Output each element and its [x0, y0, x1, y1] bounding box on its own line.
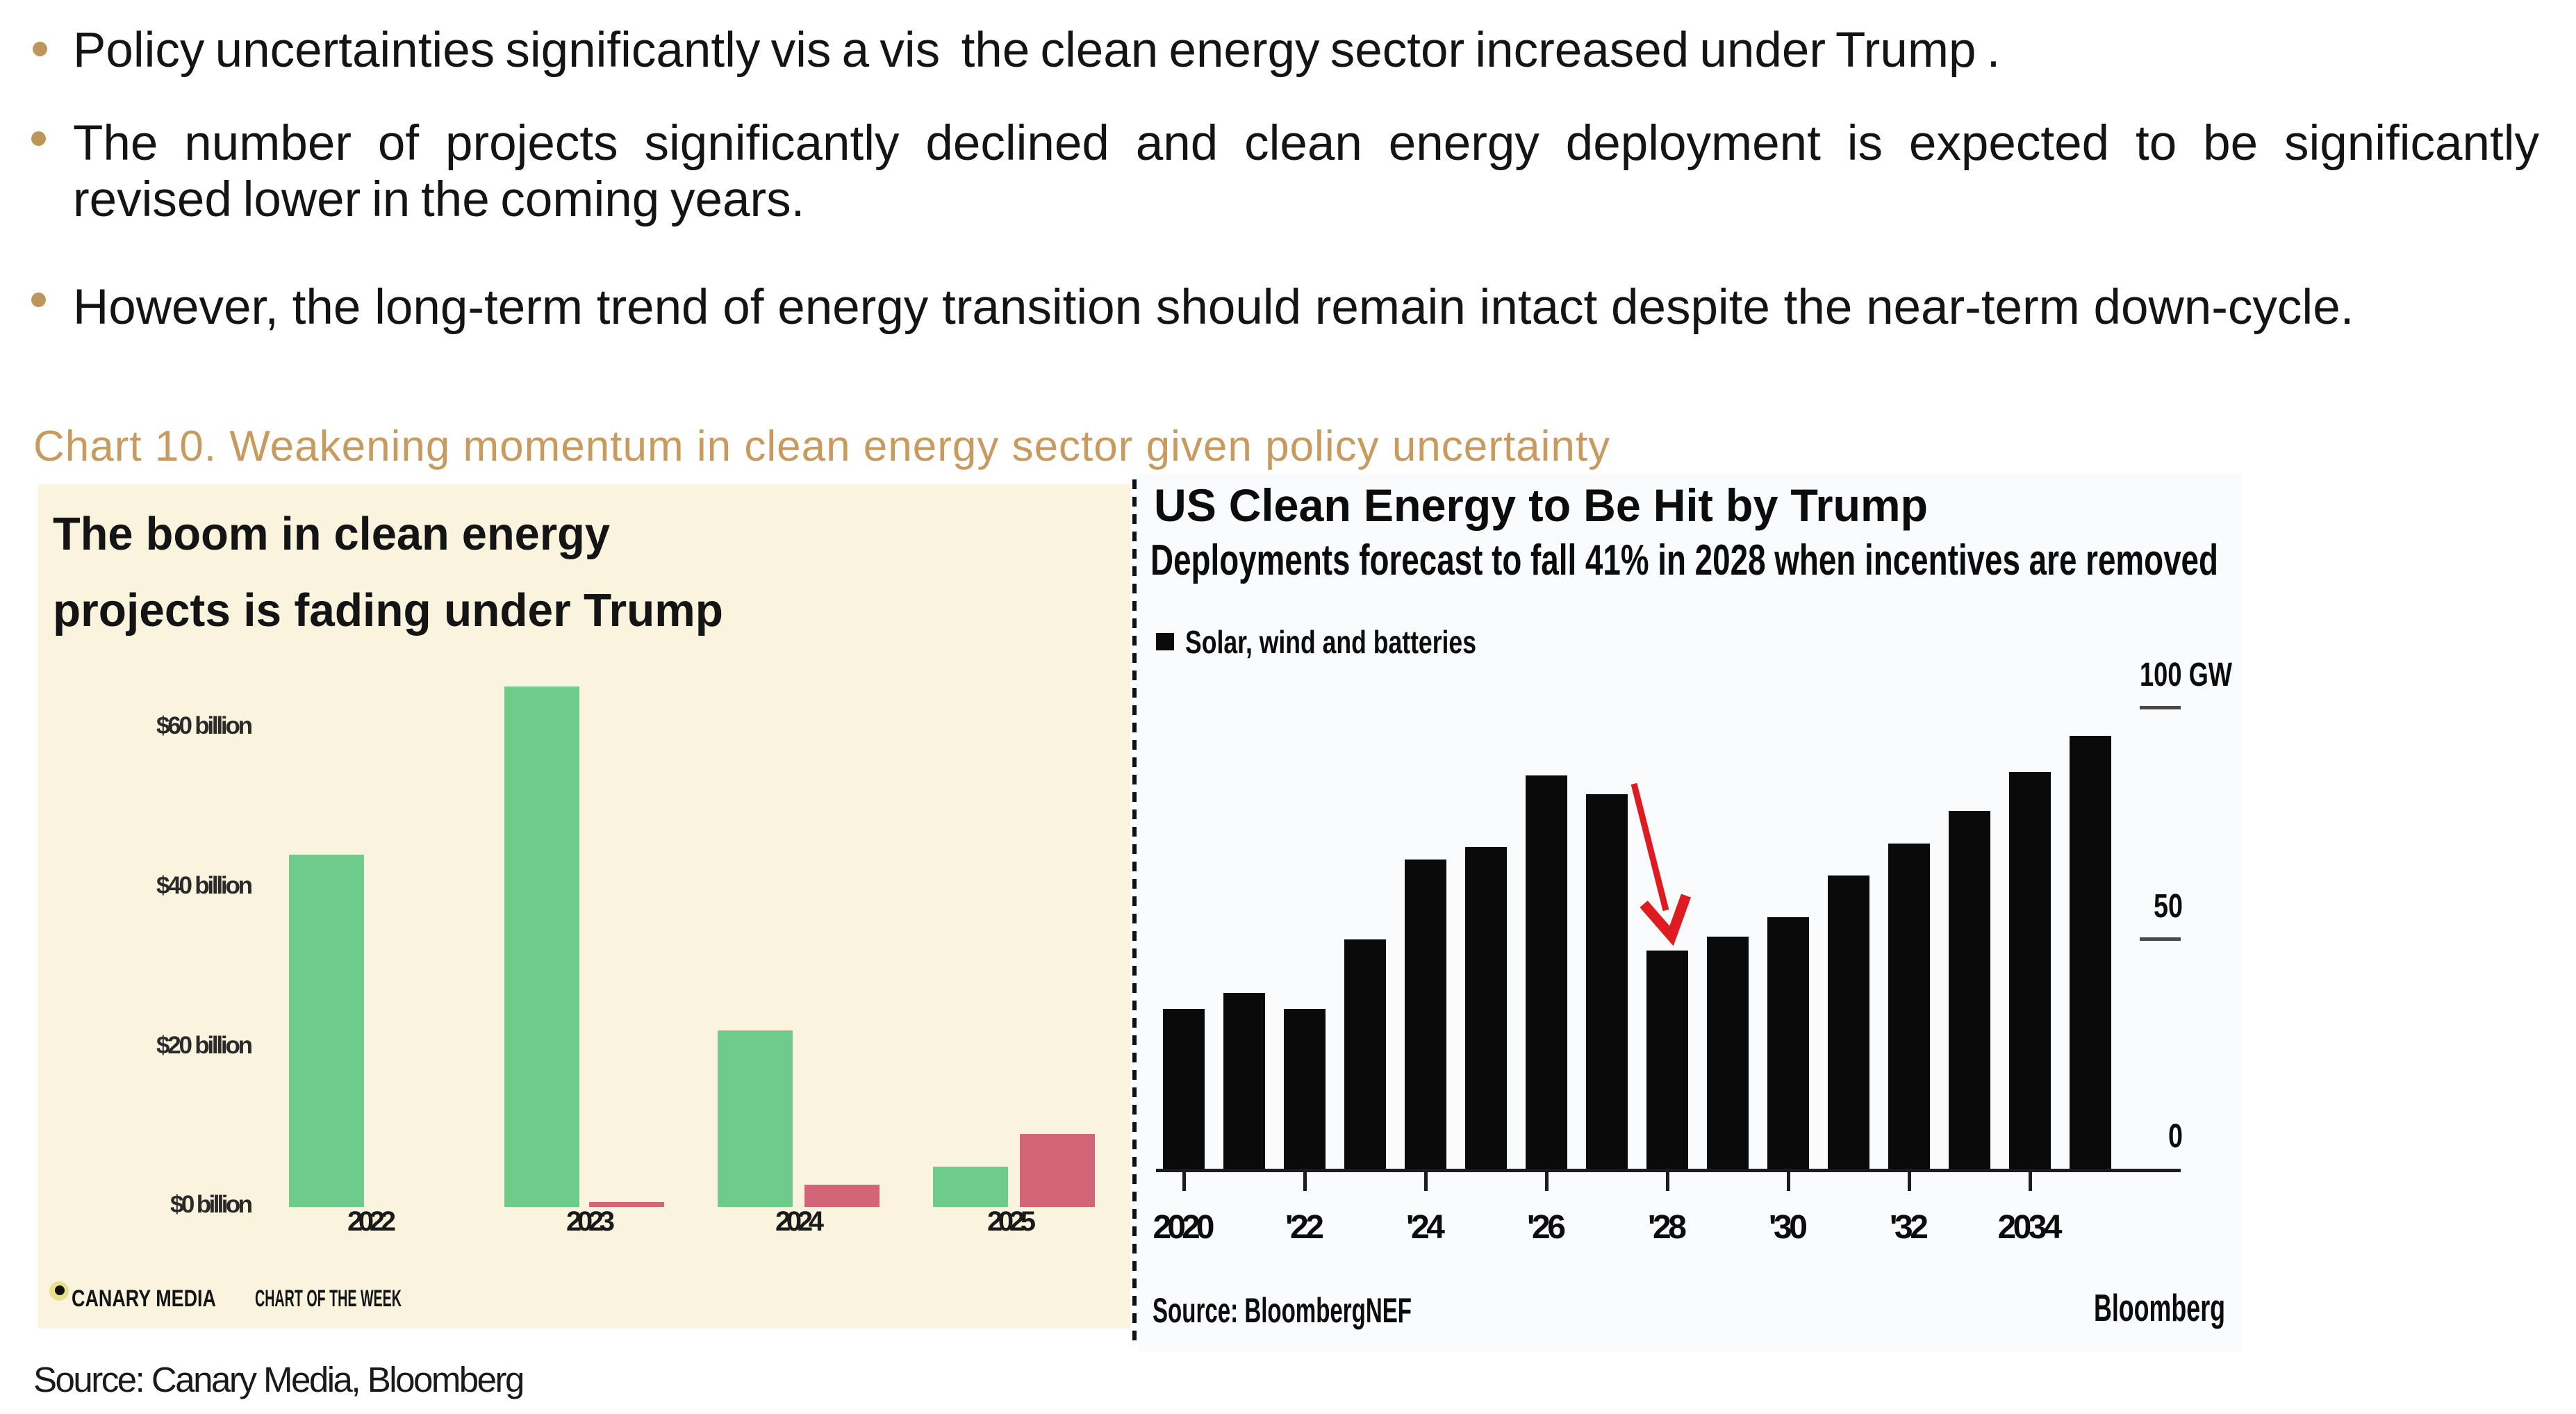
svg-text:100 GW: 100 GW [2140, 657, 2233, 693]
svg-text:'22: '22 [1285, 1209, 1324, 1246]
svg-text:0: 0 [2168, 1118, 2183, 1155]
svg-text:Source: BloombergNEF: Source: BloombergNEF [1153, 1291, 1412, 1330]
svg-text:Bloomberg: Bloomberg [2094, 1286, 2225, 1329]
svg-text:2024: 2024 [775, 1206, 825, 1237]
svg-text:'32: '32 [1890, 1209, 1929, 1246]
svg-text:2023: 2023 [566, 1206, 615, 1237]
svg-text:CANARY MEDIA: CANARY MEDIA [72, 1285, 216, 1312]
svg-text:2020: 2020 [1153, 1209, 1215, 1246]
svg-text:$60 billion: $60 billion [156, 712, 253, 739]
svg-text:'28: '28 [1648, 1209, 1687, 1246]
svg-text:'26: '26 [1527, 1209, 1566, 1246]
svg-text:$0 billion: $0 billion [170, 1191, 253, 1218]
svg-text:projects is fading under Trump: projects is fading under Trump [53, 584, 723, 636]
svg-text:50: 50 [2154, 888, 2183, 925]
svg-text:Solar, wind and batteries: Solar, wind and batteries [1185, 624, 1476, 660]
svg-text:'24: '24 [1406, 1209, 1445, 1246]
svg-text:$40 billion: $40 billion [156, 872, 253, 899]
svg-text:'30: '30 [1769, 1209, 1808, 1246]
svg-text:2025: 2025 [987, 1206, 1036, 1237]
svg-text:US Clean Energy to Be Hit by T: US Clean Energy to Be Hit by Trump [1154, 479, 1928, 531]
svg-text:CHART OF THE WEEK: CHART OF THE WEEK [255, 1285, 402, 1312]
svg-text:The boom in clean energy: The boom in clean energy [53, 508, 610, 560]
svg-text:2022: 2022 [347, 1206, 396, 1237]
svg-text:2034: 2034 [1998, 1209, 2063, 1246]
svg-text:$20 billion: $20 billion [156, 1032, 253, 1059]
svg-text:Deployments forecast to fall 4: Deployments forecast to fall 41% in 2028… [1150, 536, 2218, 584]
